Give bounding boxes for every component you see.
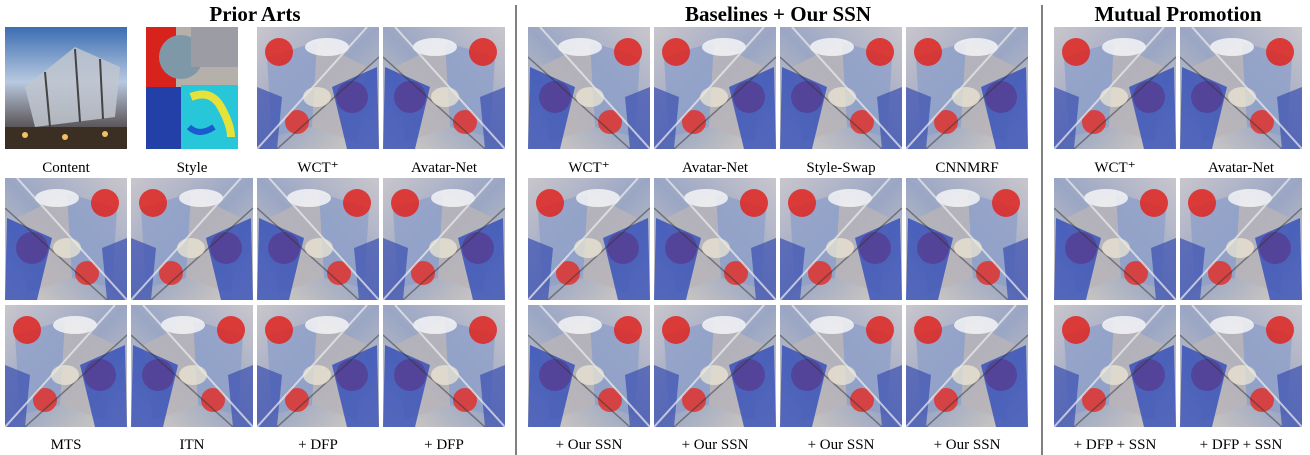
- image-label: Content: [42, 160, 90, 176]
- result-image: [1180, 178, 1302, 300]
- group-title: Baselines + Our SSN: [685, 2, 871, 26]
- result-image: [257, 27, 379, 149]
- result-image: [906, 27, 1028, 149]
- result-image: [780, 305, 902, 427]
- result-image: [383, 305, 505, 427]
- result-image: [257, 178, 379, 300]
- result-image: [131, 305, 253, 427]
- result-image: [131, 27, 253, 149]
- result-image: [131, 178, 253, 300]
- result-image: [906, 178, 1028, 300]
- image-label: Style: [177, 160, 208, 176]
- result-image: [383, 27, 505, 149]
- result-image: [1054, 305, 1176, 427]
- result-image: [528, 27, 650, 149]
- image-label: + Our SSN: [556, 437, 623, 453]
- image-label: + Our SSN: [808, 437, 875, 453]
- group-title: Prior Arts: [209, 2, 300, 26]
- group-title: Mutual Promotion: [1094, 2, 1261, 26]
- image-label: + Our SSN: [682, 437, 749, 453]
- result-image: [654, 27, 776, 149]
- image-label: Avatar-Net: [1208, 160, 1275, 176]
- result-image: [1054, 27, 1176, 149]
- image-label: Avatar-Net: [682, 160, 749, 176]
- image-label: Style-Swap: [806, 160, 875, 176]
- result-image: [257, 305, 379, 427]
- result-image: [383, 178, 505, 300]
- result-image: [780, 27, 902, 149]
- image-label: WCT⁺: [1094, 160, 1135, 176]
- image-label: + DFP + SSN: [1200, 437, 1283, 453]
- result-image: [1054, 178, 1176, 300]
- image-label: WCT⁺: [568, 160, 609, 176]
- image-label: MTS: [51, 437, 82, 453]
- result-image: [654, 178, 776, 300]
- result-image: [5, 27, 127, 149]
- result-image: [780, 178, 902, 300]
- result-image: [528, 305, 650, 427]
- result-image: [654, 305, 776, 427]
- result-image: [528, 178, 650, 300]
- image-label: + Our SSN: [934, 437, 1001, 453]
- result-image: [1180, 305, 1302, 427]
- image-label: Avatar-Net: [411, 160, 478, 176]
- image-label: + DFP: [298, 437, 338, 453]
- image-label: + DFP + SSN: [1074, 437, 1157, 453]
- result-image: [5, 305, 127, 427]
- image-label: + DFP: [424, 437, 464, 453]
- image-label: ITN: [180, 437, 205, 453]
- image-label: WCT⁺: [297, 160, 338, 176]
- result-image: [5, 178, 127, 300]
- result-image: [1180, 27, 1302, 149]
- result-image: [906, 305, 1028, 427]
- image-label: CNNMRF: [935, 160, 998, 176]
